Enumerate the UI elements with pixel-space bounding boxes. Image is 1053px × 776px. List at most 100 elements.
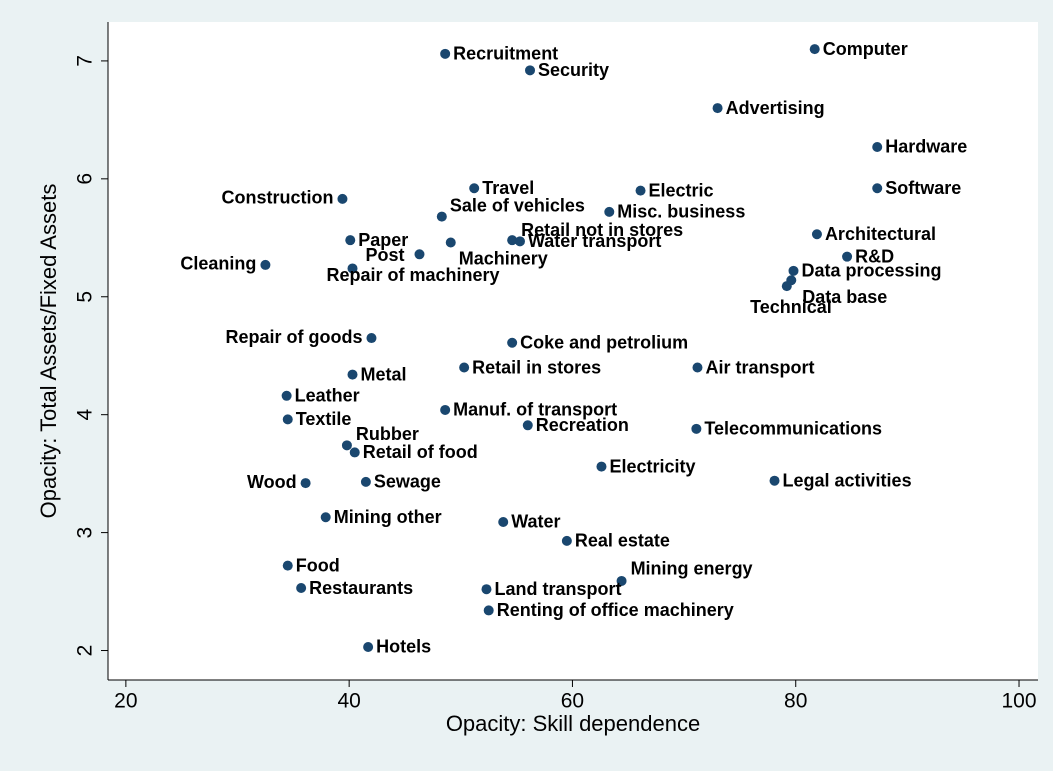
x-tick-label: 60 bbox=[561, 690, 584, 713]
point-label: Security bbox=[538, 60, 609, 80]
point bbox=[604, 206, 615, 217]
point-label: Electricity bbox=[609, 456, 695, 476]
point bbox=[349, 447, 360, 458]
point-label: R&D bbox=[855, 246, 894, 266]
point bbox=[769, 475, 780, 486]
y-tick-label: 3 bbox=[74, 527, 97, 539]
point bbox=[522, 420, 533, 431]
point bbox=[781, 281, 792, 292]
point-label: Misc. business bbox=[617, 202, 745, 222]
point-label: Sewage bbox=[374, 472, 441, 492]
point-label: Software bbox=[885, 178, 961, 198]
point-label: Paper bbox=[358, 230, 408, 250]
point bbox=[507, 337, 518, 348]
point-label: Travel bbox=[482, 178, 534, 198]
point-label: Real estate bbox=[575, 531, 670, 551]
point bbox=[507, 235, 518, 246]
point-label: Legal activities bbox=[783, 470, 912, 490]
point-label: Land transport bbox=[494, 579, 621, 599]
point bbox=[347, 369, 358, 380]
y-tick-label: 4 bbox=[74, 409, 97, 421]
point-label: Restaurants bbox=[309, 578, 413, 598]
point-label: Data base bbox=[802, 287, 887, 307]
point-label: Renting of office machinery bbox=[497, 600, 734, 620]
point bbox=[469, 183, 480, 194]
point-label: Coke and petrolium bbox=[520, 332, 688, 352]
point-label: Sale of vehicles bbox=[450, 195, 585, 215]
point bbox=[483, 605, 494, 616]
point bbox=[260, 259, 271, 270]
point-label: Hardware bbox=[885, 137, 967, 157]
point bbox=[440, 404, 451, 415]
point-label: Post bbox=[365, 245, 404, 265]
point bbox=[842, 251, 853, 262]
point bbox=[363, 641, 374, 652]
point bbox=[282, 414, 293, 425]
point bbox=[809, 44, 820, 55]
y-tick-label: 7 bbox=[74, 55, 97, 67]
point-label: Textile bbox=[296, 409, 352, 429]
point bbox=[282, 560, 293, 571]
point bbox=[345, 235, 356, 246]
point-label: Retail in stores bbox=[472, 357, 601, 377]
point bbox=[525, 65, 536, 76]
point bbox=[712, 103, 723, 114]
point bbox=[635, 185, 646, 196]
point bbox=[596, 461, 607, 472]
point bbox=[692, 362, 703, 373]
point-label: Repair of machinery bbox=[327, 265, 500, 285]
point bbox=[347, 263, 358, 274]
point-label: Rubber bbox=[356, 424, 419, 444]
point bbox=[788, 265, 799, 276]
point-label: Water transport bbox=[528, 231, 661, 251]
x-tick-label: 40 bbox=[337, 690, 360, 713]
point bbox=[414, 249, 425, 260]
point-label: Air transport bbox=[705, 357, 814, 377]
x-tick-label: 20 bbox=[114, 690, 137, 713]
x-tick-label: 80 bbox=[784, 690, 807, 713]
x-tick-label: 100 bbox=[1001, 690, 1036, 713]
point-label: Advertising bbox=[726, 98, 825, 118]
point bbox=[360, 476, 371, 487]
point bbox=[341, 440, 352, 451]
point-label: Cleaning bbox=[180, 254, 256, 274]
point-label: Wood bbox=[247, 472, 297, 492]
point-label: Metal bbox=[361, 364, 407, 384]
point bbox=[300, 478, 311, 489]
point-label: Manuf. of transport bbox=[453, 400, 617, 420]
point-label: Food bbox=[296, 555, 340, 575]
point-label: Recruitment bbox=[453, 44, 558, 64]
point-label: Mining energy bbox=[631, 559, 753, 579]
point-label: Repair of goods bbox=[225, 327, 362, 347]
point bbox=[296, 583, 307, 594]
point bbox=[436, 211, 447, 222]
y-tick-label: 6 bbox=[74, 173, 97, 185]
point bbox=[481, 584, 492, 595]
point bbox=[514, 236, 525, 247]
point-label: Data processing bbox=[801, 261, 941, 281]
point bbox=[320, 512, 331, 523]
point bbox=[872, 141, 883, 152]
point-label: Retail of food bbox=[363, 442, 478, 462]
point-label: Telecommunications bbox=[704, 419, 882, 439]
x-axis-title: Opacity: Skill dependence bbox=[446, 711, 700, 736]
point-label: Leather bbox=[295, 386, 360, 406]
point-label: Recreation bbox=[536, 415, 629, 435]
point-label: Architectural bbox=[825, 224, 936, 244]
point-label: Water bbox=[511, 512, 560, 532]
point bbox=[872, 183, 883, 194]
point-label: Electric bbox=[649, 180, 714, 200]
point bbox=[459, 362, 470, 373]
point bbox=[616, 575, 627, 586]
point-label: Retail not in stores bbox=[521, 220, 683, 240]
point bbox=[561, 535, 572, 546]
point-label: Hotels bbox=[376, 637, 431, 657]
plot-area bbox=[108, 22, 1038, 680]
point bbox=[811, 229, 822, 240]
point bbox=[445, 237, 456, 248]
point bbox=[281, 390, 292, 401]
point bbox=[337, 193, 348, 204]
point-label: Mining other bbox=[334, 507, 442, 527]
y-axis-title: Opacity: Total Assets/Fixed Assets bbox=[36, 184, 61, 519]
